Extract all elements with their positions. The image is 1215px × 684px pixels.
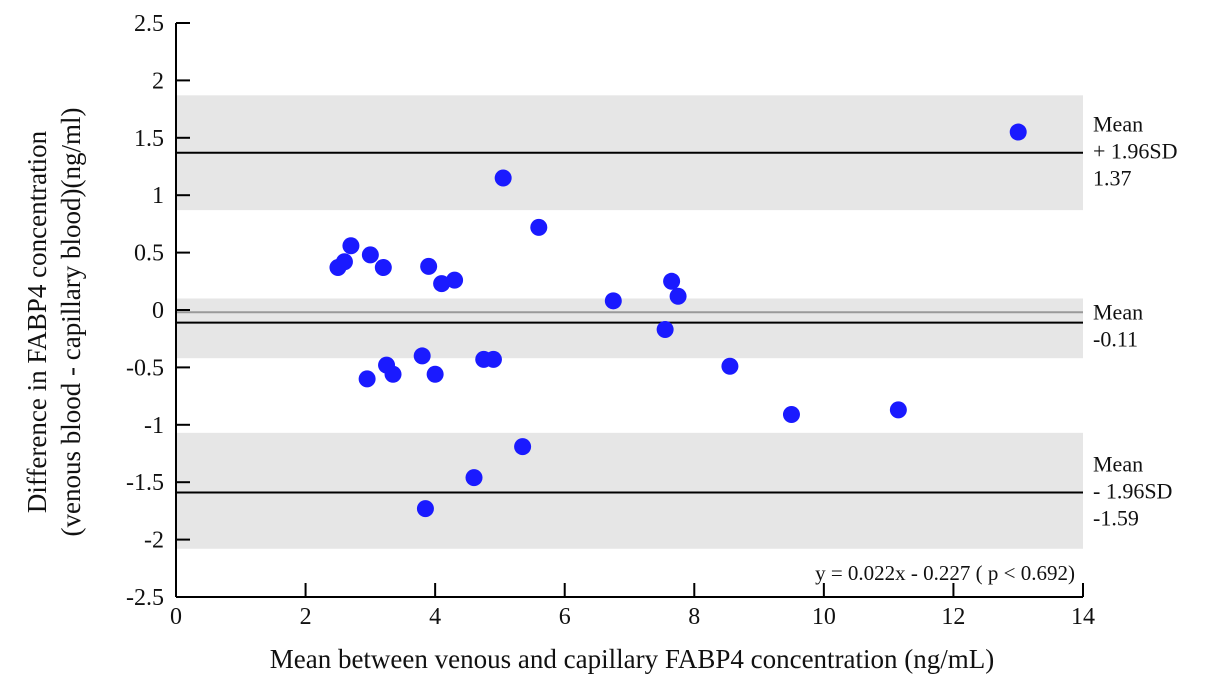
reference-line-2-label-1: - 1.96SD [1093,479,1172,504]
y-tick-label-9: -2 [144,528,164,554]
y-axis-title-line-2: (venous blood - capillary blood)(ng/ml) [56,108,86,537]
x-tick-label-1: 2 [300,604,312,630]
data-point-5 [420,257,438,275]
y-tick-label-3: 1 [152,183,164,209]
y-tick-label-1: 2 [152,68,164,94]
data-point-24 [514,438,532,456]
data-point-4 [374,259,392,277]
data-point-6 [433,275,451,293]
y-tick-label-5: 0 [152,298,164,324]
x-tick-label-4: 8 [688,604,700,630]
x-tick-label-3: 6 [559,604,571,630]
reference-line-1-label-0: Mean [1093,300,1143,325]
y-tick-label-2: 1.5 [134,126,164,152]
x-tick-label-5: 10 [812,604,836,630]
data-point-11 [663,272,681,290]
data-points [329,123,1027,518]
y-tick-label-10: -2.5 [126,585,164,611]
data-point-12 [669,287,687,305]
sd-band-1 [176,298,1083,359]
data-point-15 [413,347,431,365]
data-point-8 [494,169,512,187]
data-point-18 [358,370,376,388]
y-tick-label-4: 0.5 [134,241,164,267]
data-point-20 [426,365,444,383]
x-axis-title: Mean between venous and capillary FABP4 … [270,644,995,674]
data-point-17 [484,350,502,368]
y-tick-label-0: 2.5 [134,11,164,37]
data-point-13 [656,321,674,339]
data-point-27 [1009,123,1027,141]
reference-line-2-label-2: -1.59 [1093,506,1139,531]
data-point-19 [384,365,402,383]
data-point-2 [342,237,360,255]
data-point-25 [465,469,483,487]
data-point-23 [889,401,907,419]
x-tick-label-0: 0 [170,604,182,630]
y-tick-label-8: -1.5 [126,470,164,496]
sd-band-2 [176,432,1083,549]
axes: 2.521.510.50-0.5-1-1.5-2-2.50 2 4 6 8 10 12 14 [126,11,1095,630]
data-point-9 [530,218,548,236]
x-tick-label-2: 4 [429,604,441,630]
reference-line-0-label-2: 1.37 [1093,166,1132,191]
x-tick-label-7: 14 [1071,604,1095,630]
reference-line-0-label-1: + 1.96SD [1093,139,1178,164]
y-axis-title: Difference in FABP4 concentration (venou… [22,108,86,537]
reference-line-2-label-0: Mean [1093,452,1143,477]
data-point-1 [335,253,353,271]
reference-lines [176,151,1083,494]
x-tick-label-6: 12 [941,604,965,630]
y-tick-label-7: -1 [144,413,164,439]
reference-line-0-label-0: Mean [1093,112,1143,137]
reference-line-1-label-1: -0.11 [1093,327,1138,352]
data-point-3 [361,246,379,264]
regression-equation: y = 0.022x - 0.227 ( p < 0.692) [815,561,1075,585]
data-point-22 [782,405,800,423]
data-point-10 [604,292,622,310]
data-point-21 [721,357,739,375]
y-axis-title-line-1: Difference in FABP4 concentration [22,130,52,513]
data-point-7 [446,271,464,289]
data-point-26 [416,500,434,518]
y-tick-label-6: -0.5 [126,355,164,381]
